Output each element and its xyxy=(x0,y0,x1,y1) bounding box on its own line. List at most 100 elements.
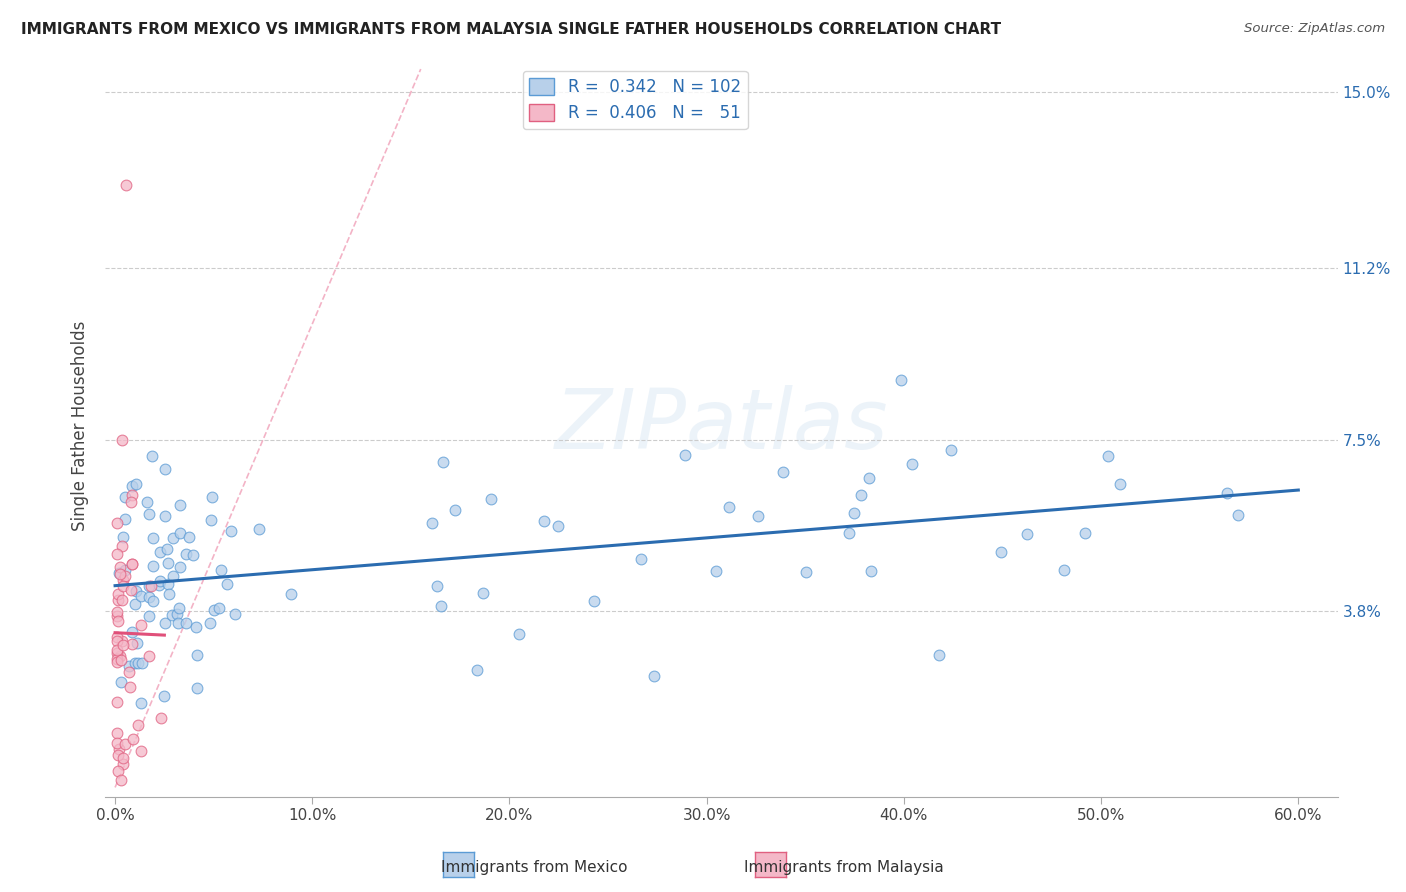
Point xyxy=(177,530,200,544)
Point xyxy=(111,531,134,545)
Point xyxy=(111,539,134,553)
Point xyxy=(105,695,128,709)
Point xyxy=(121,557,143,571)
Point xyxy=(121,624,143,639)
Point xyxy=(124,597,146,611)
Point xyxy=(121,732,143,747)
Point xyxy=(181,549,204,563)
Point xyxy=(838,526,860,541)
Point xyxy=(141,449,163,463)
Point xyxy=(125,584,148,599)
Point xyxy=(508,626,530,640)
Point xyxy=(108,649,131,664)
Point xyxy=(111,750,134,764)
Point xyxy=(105,609,128,624)
Point xyxy=(107,741,129,756)
Point xyxy=(901,457,924,471)
Point xyxy=(860,564,883,578)
Point xyxy=(186,648,208,663)
Point xyxy=(176,615,198,630)
Point xyxy=(208,601,231,615)
Point xyxy=(114,737,136,751)
Point xyxy=(112,573,135,587)
Point xyxy=(121,488,143,502)
Point xyxy=(582,593,605,607)
Point xyxy=(138,579,160,593)
Legend: R =  0.342   N = 102, R =  0.406   N =   51: R = 0.342 N = 102, R = 0.406 N = 51 xyxy=(523,70,748,128)
Point xyxy=(167,615,190,630)
Point xyxy=(169,526,191,541)
Point xyxy=(156,577,179,591)
Point xyxy=(247,522,270,536)
Point xyxy=(149,545,172,559)
Point xyxy=(117,665,139,679)
Point xyxy=(111,579,134,593)
Point xyxy=(772,465,794,479)
Point xyxy=(129,744,152,758)
Point xyxy=(673,448,696,462)
Point xyxy=(467,663,489,677)
Point xyxy=(107,748,129,763)
Point xyxy=(200,513,222,527)
Point xyxy=(153,689,176,703)
Point xyxy=(533,514,555,528)
Point xyxy=(858,471,880,485)
Point xyxy=(890,373,912,387)
Point xyxy=(142,531,165,545)
Point xyxy=(127,657,149,671)
Point xyxy=(111,638,134,652)
Point xyxy=(108,560,131,574)
Point xyxy=(111,633,134,648)
Point xyxy=(166,607,188,621)
Point xyxy=(1053,563,1076,577)
Point xyxy=(160,608,183,623)
Point xyxy=(105,516,128,530)
Point xyxy=(747,508,769,523)
Point xyxy=(115,178,138,192)
Point xyxy=(153,508,176,523)
Point xyxy=(114,512,136,526)
Point xyxy=(105,646,128,660)
Point xyxy=(186,619,208,633)
Point xyxy=(169,498,191,512)
Point xyxy=(105,630,128,644)
Point xyxy=(124,656,146,670)
Text: Immigrants from Mexico: Immigrants from Mexico xyxy=(441,860,627,874)
Point xyxy=(118,658,141,673)
Point xyxy=(426,579,449,593)
Point xyxy=(630,551,652,566)
Point xyxy=(167,600,190,615)
Point xyxy=(129,618,152,632)
Point xyxy=(129,589,152,603)
Point xyxy=(472,586,495,600)
Point xyxy=(153,462,176,476)
Point xyxy=(105,633,128,648)
Point xyxy=(157,556,180,570)
Point xyxy=(162,569,184,583)
Point xyxy=(990,545,1012,559)
Point xyxy=(1074,525,1097,540)
Text: Immigrants from Malaysia: Immigrants from Malaysia xyxy=(744,860,943,874)
Point xyxy=(105,651,128,665)
Point xyxy=(107,587,129,601)
Point xyxy=(718,500,741,514)
Point xyxy=(162,531,184,545)
Point xyxy=(114,568,136,582)
Point xyxy=(169,560,191,574)
Point xyxy=(108,566,131,581)
Text: IMMIGRANTS FROM MEXICO VS IMMIGRANTS FROM MALAYSIA SINGLE FATHER HOUSEHOLDS CORR: IMMIGRANTS FROM MEXICO VS IMMIGRANTS FRO… xyxy=(21,22,1001,37)
Point xyxy=(107,655,129,669)
Point xyxy=(643,668,665,682)
Point xyxy=(142,593,165,607)
Point xyxy=(215,576,238,591)
Point xyxy=(219,524,242,539)
Point xyxy=(202,603,225,617)
Point xyxy=(1097,450,1119,464)
Point xyxy=(105,726,128,740)
Point xyxy=(139,579,162,593)
Text: ZIPatlas: ZIPatlas xyxy=(555,385,889,467)
Text: Source: ZipAtlas.com: Source: ZipAtlas.com xyxy=(1244,22,1385,36)
Point xyxy=(110,772,132,787)
Point xyxy=(547,518,569,533)
Point xyxy=(149,574,172,589)
